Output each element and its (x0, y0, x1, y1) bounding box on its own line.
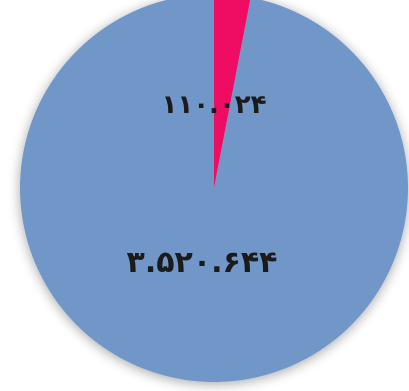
data-label-small-slice: ۱۱۰.۰۲۴ (161, 90, 266, 120)
data-label-large-slice: ۳.۵۲۰.۶۴۴ (127, 245, 278, 280)
pie-slice-large (20, 0, 408, 382)
